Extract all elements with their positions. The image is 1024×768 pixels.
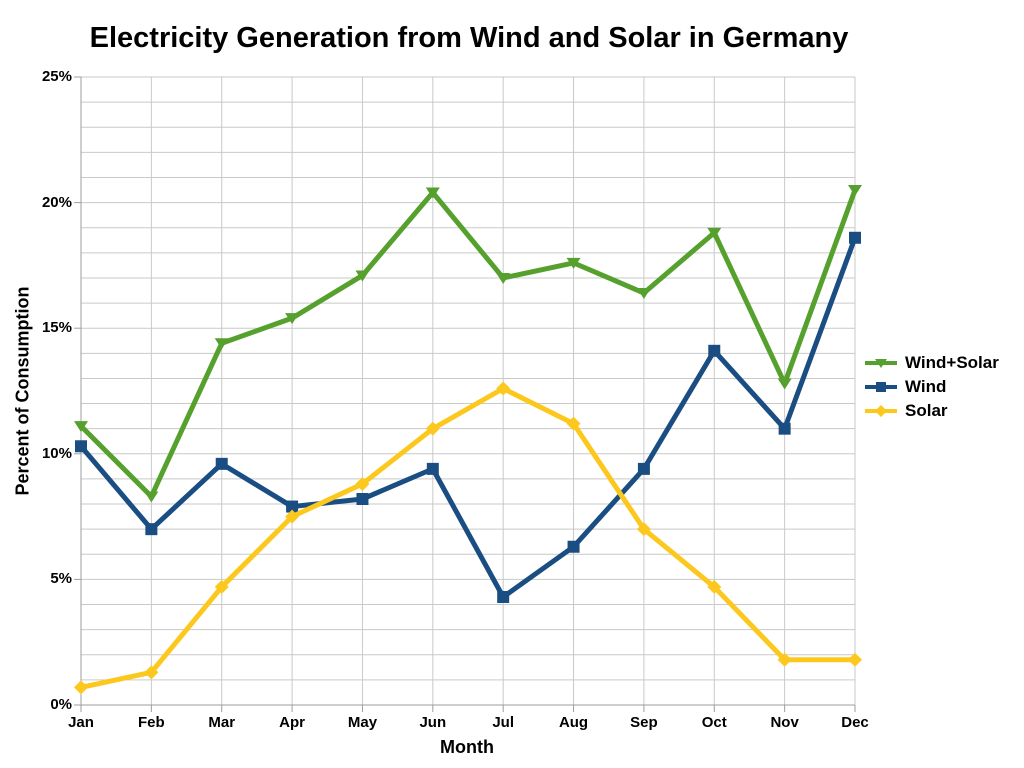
y-tick-label-10: 10%: [41, 444, 72, 462]
legend-label-wind-solar: Wind+Solar: [905, 353, 999, 372]
series-solar-marker: [355, 476, 370, 491]
y-tick-label-0: 0%: [50, 696, 72, 713]
series-solar-marker: [777, 652, 792, 667]
x-tick-label-dec: Dec: [841, 714, 869, 731]
x-tick-label-mar: Mar: [208, 714, 236, 731]
legend-item-wind-solar: Wind+Solar: [864, 351, 999, 375]
series-wind-marker: [215, 457, 228, 470]
x-tick-label-may: May: [347, 714, 378, 731]
series-solar-marker: [496, 381, 511, 396]
x-axis-title: Month: [440, 737, 494, 757]
series-wind-solar-marker: [707, 227, 722, 239]
series-wind-solar-marker: [636, 288, 651, 300]
series-wind-solar-marker: [214, 338, 229, 350]
legend-solar-marker-icon: [865, 405, 897, 417]
series-wind-solar-line: [78, 187, 858, 500]
series-solar-marker: [74, 680, 88, 695]
legend-item-solar: Solar: [864, 399, 999, 423]
chart-title: Electricity Generation from Wind and Sol…: [89, 22, 849, 54]
series-wind-solar-marker: [144, 491, 159, 503]
x-tick-label-jun: Jun: [419, 714, 447, 731]
legend-item-wind: Wind: [864, 375, 999, 399]
series-solar-marker: [636, 522, 651, 537]
series-wind-solar-marker: [566, 257, 581, 269]
legend-wind-marker-icon: [865, 382, 897, 392]
x-tick-label-nov: Nov: [770, 714, 799, 731]
x-tick-label-feb: Feb: [138, 714, 165, 731]
legend-wind-solar-marker-icon: [865, 359, 897, 368]
series-wind-solar-marker: [74, 421, 88, 433]
series-wind-marker: [286, 500, 299, 513]
series-solar-marker: [707, 579, 722, 594]
series-wind-marker: [708, 344, 721, 357]
x-tick-label-oct: Oct: [701, 714, 727, 731]
series-wind-solar-marker: [777, 378, 792, 390]
y-tick-label-25: 25%: [41, 68, 72, 85]
legend-label-solar: Solar: [905, 401, 948, 420]
series-wind-marker: [145, 523, 158, 536]
series-wind-solar-marker: [496, 272, 511, 284]
legend: Wind+Solar Wind Solar: [864, 351, 999, 423]
series-wind-marker: [637, 462, 650, 475]
legend-label-wind: Wind: [905, 377, 947, 396]
series-solar-marker: [848, 652, 862, 667]
series-solar-marker: [566, 416, 581, 431]
series-wind-marker: [426, 462, 439, 475]
series-wind-solar-marker: [848, 185, 862, 197]
y-tick-label-20: 20%: [41, 193, 72, 211]
x-tick-label-aug: Aug: [558, 714, 589, 731]
y-tick-label-15: 15%: [41, 319, 72, 337]
series-wind-line: [78, 235, 858, 600]
y-tick-label-5: 5%: [50, 570, 72, 588]
series-wind-marker: [356, 493, 369, 506]
series-solar-marker: [425, 421, 440, 436]
series-solar-marker: [214, 579, 229, 594]
series-solar-marker: [144, 665, 159, 680]
series-wind-marker: [75, 440, 87, 453]
series-wind-marker: [849, 231, 861, 244]
series-wind-marker: [497, 590, 510, 603]
x-tick-label-sep: Sep: [630, 714, 658, 731]
series-wind-solar-marker: [355, 270, 370, 282]
series-wind-solar-marker: [285, 313, 300, 325]
series-wind-marker: [778, 422, 791, 435]
series-solar-line: [78, 385, 858, 690]
series-solar-marker: [285, 509, 300, 524]
x-tick-label-apr: Apr: [279, 714, 305, 731]
x-tick-label-jul: Jul: [492, 714, 515, 731]
series-wind-marker: [567, 540, 580, 553]
x-tick-label-jan: Jan: [68, 714, 94, 731]
series-wind-solar-marker: [425, 187, 440, 199]
